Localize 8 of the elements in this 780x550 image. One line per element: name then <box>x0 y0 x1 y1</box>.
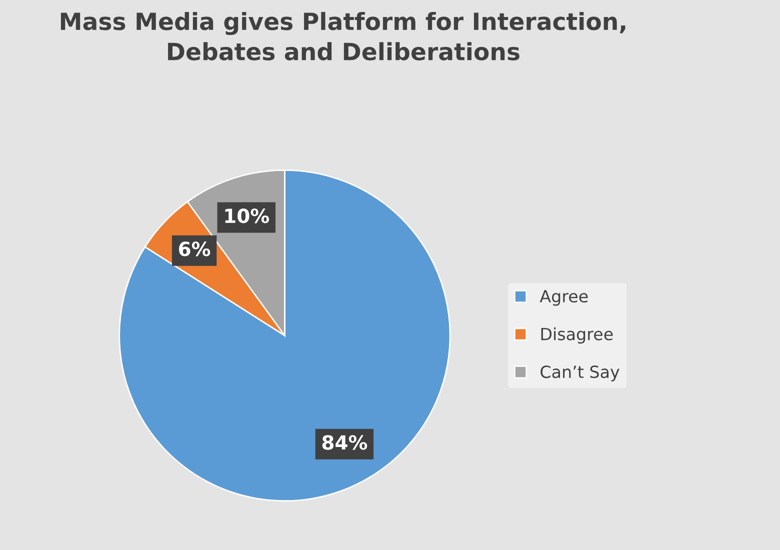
legend-label: Agree <box>540 290 588 306</box>
data-label: 6% <box>178 242 210 256</box>
data-label: 10% <box>225 208 270 224</box>
chart-title: Mass Media gives Platform for Interaction, Debates and Deliberations <box>60 12 626 60</box>
data-label: 84% <box>322 435 368 450</box>
pie-slice <box>118 169 451 502</box>
legend-label: Disagree <box>541 327 613 344</box>
legend-label: Can’t Say <box>540 366 620 382</box>
